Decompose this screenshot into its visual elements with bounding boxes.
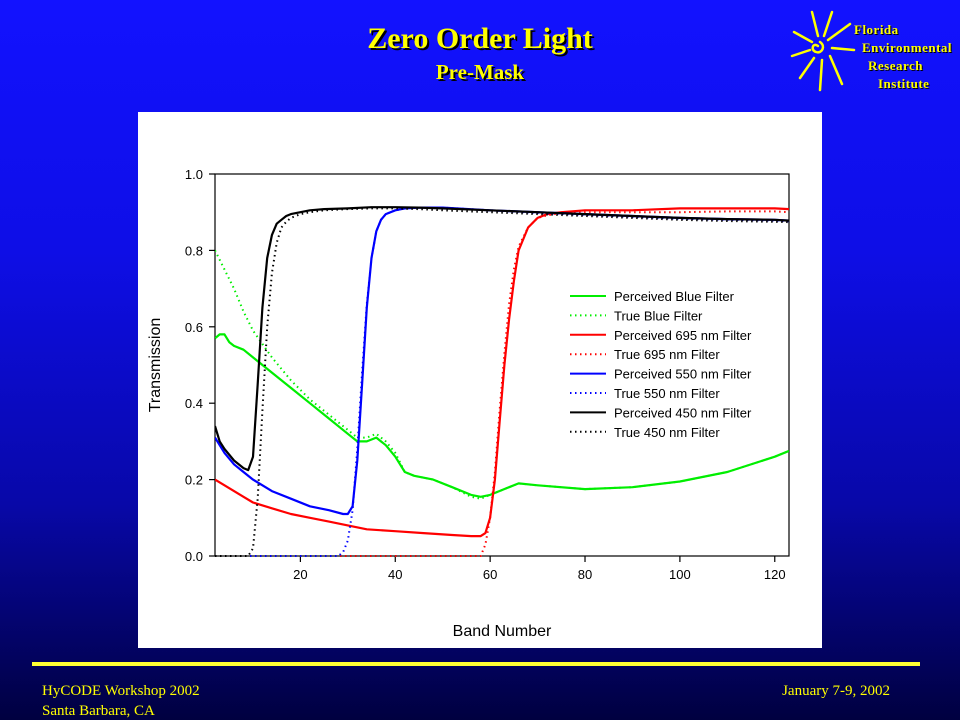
plot-frame [214, 173, 790, 557]
y-tick-label: 0.6 [185, 320, 203, 335]
legend-label-1: Perceived Blue Filter [614, 289, 735, 304]
chart-panel: 20 40 60 80 100 120 0.0 0.2 0.4 0.6 0.8 1.0 Band Num… [138, 112, 822, 648]
legend-label-3: Perceived 695 nm Filter [614, 328, 752, 343]
series-line-4 [215, 210, 789, 557]
series-line-1 [215, 333, 789, 498]
x-tick-label: 80 [578, 567, 592, 582]
x-tick-label: 40 [388, 567, 402, 582]
legend-label-2: True Blue Filter [614, 308, 703, 323]
series-line-3 [215, 207, 789, 538]
x-tick-label: 100 [669, 567, 691, 582]
slide-subtitle: Pre-Mask [435, 60, 525, 84]
transmission-chart: 20 40 60 80 100 120 0.0 0.2 0.4 0.6 0.8 1.0 Band Num… [147, 167, 790, 640]
series-line-7 [215, 206, 789, 472]
legend-label-8: True 450 nm Filter [614, 425, 720, 440]
legend-label-5: Perceived 550 nm Filter [614, 367, 752, 382]
footer-divider [32, 662, 920, 666]
x-tick-label: 120 [764, 567, 786, 582]
logo-text-line-4: Institute [878, 76, 930, 91]
legend-label-4: True 695 nm Filter [614, 347, 720, 362]
footer-event: HyCODE Workshop 2002 [42, 683, 200, 699]
y-tick-label: 1.0 [185, 167, 203, 182]
legend-label-7: Perceived 450 nm Filter [614, 405, 752, 420]
series-line-8 [215, 207, 789, 557]
footer-location: Santa Barbara, CA [42, 703, 155, 719]
sun-icon [790, 10, 856, 92]
y-tick-label: 0.0 [185, 549, 203, 564]
institute-logo: Florida Environmental Research Institute [788, 6, 956, 98]
legend-label-6: True 550 nm Filter [614, 386, 720, 401]
series-line-2 [215, 249, 789, 500]
footer-date: January 7-9, 2002 [782, 683, 890, 699]
y-axis-label: Transmission [147, 318, 164, 413]
x-tick-label: 60 [483, 567, 497, 582]
y-tick-label: 0.8 [185, 243, 203, 258]
logo-text-line-1: Florida [854, 22, 899, 37]
logo-text-line-3: Research [868, 58, 924, 73]
x-axis-label: Band Number [453, 623, 552, 640]
series-line-6 [215, 206, 789, 557]
logo-text-line-2: Environmental [862, 40, 953, 55]
y-tick-label: 0.2 [185, 473, 203, 488]
slide-title: Zero Order Light [367, 22, 593, 55]
y-tick-label: 0.4 [185, 396, 203, 411]
x-tick-label: 20 [293, 567, 307, 582]
